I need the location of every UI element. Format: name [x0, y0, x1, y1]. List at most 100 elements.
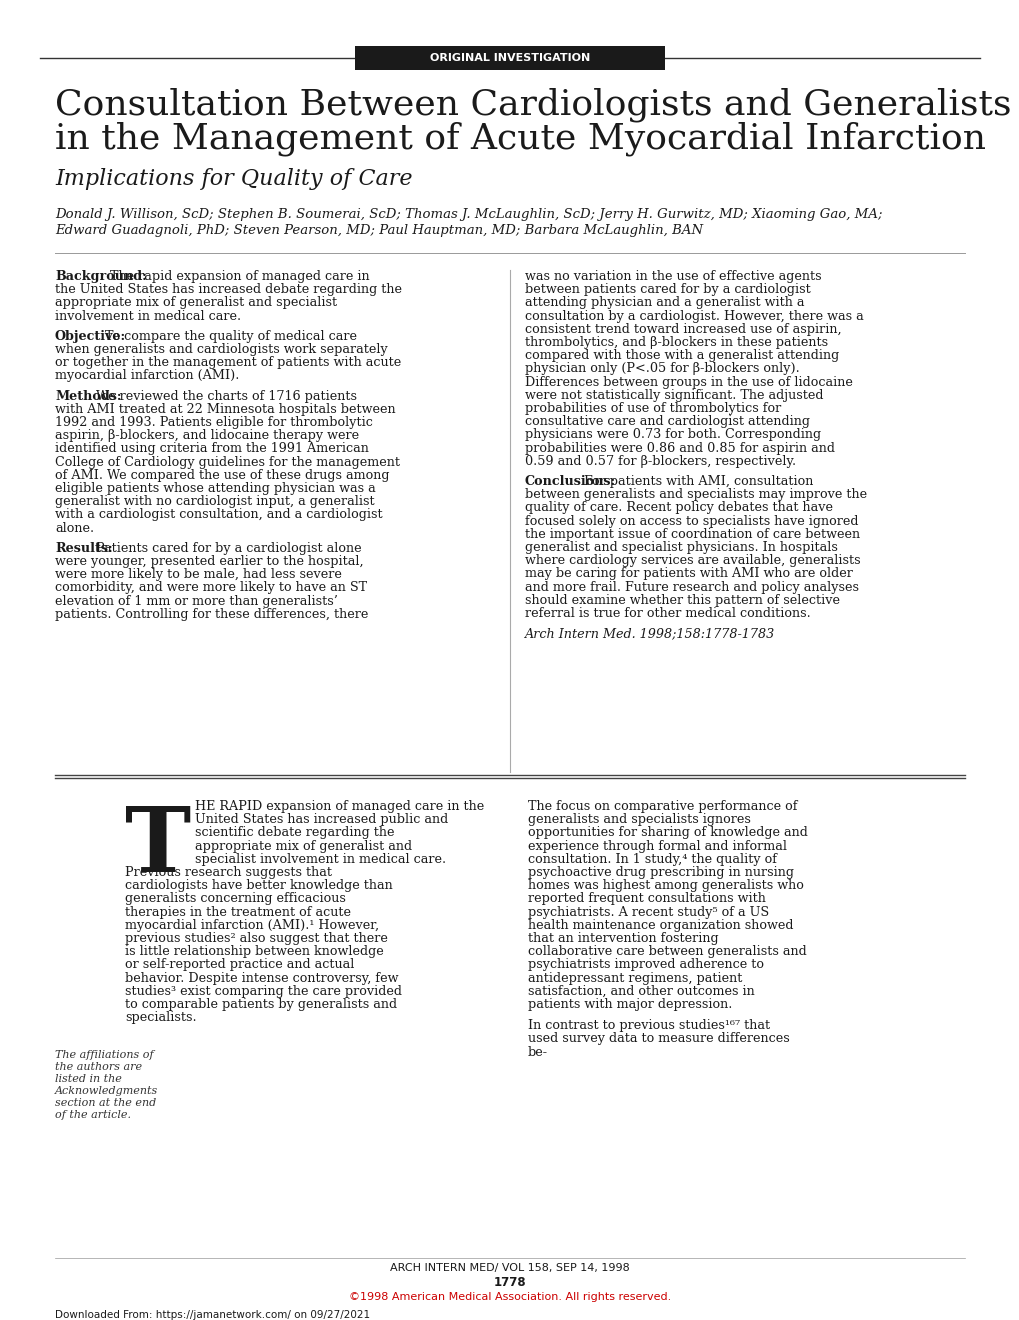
- Text: myocardial infarction (AMI).: myocardial infarction (AMI).: [55, 370, 239, 383]
- Text: generalists and specialists ignores: generalists and specialists ignores: [528, 813, 750, 826]
- Text: appropriate mix of generalist and: appropriate mix of generalist and: [195, 840, 412, 853]
- Text: 0.59 and 0.57 for β-blockers, respectively.: 0.59 and 0.57 for β-blockers, respective…: [525, 455, 796, 467]
- Text: probabilities of use of thrombolytics for: probabilities of use of thrombolytics fo…: [525, 403, 781, 414]
- Text: of AMI. We compared the use of these drugs among: of AMI. We compared the use of these dru…: [55, 469, 389, 482]
- Text: between generalists and specialists may improve the: between generalists and specialists may …: [525, 488, 866, 502]
- Text: collaborative care between generalists and: collaborative care between generalists a…: [528, 945, 806, 958]
- Text: Methods:: Methods:: [55, 389, 121, 403]
- Text: where cardiology services are available, generalists: where cardiology services are available,…: [525, 554, 860, 568]
- Text: were younger, presented earlier to the hospital,: were younger, presented earlier to the h…: [55, 554, 363, 568]
- Text: ©1998 American Medical Association. All rights reserved.: ©1998 American Medical Association. All …: [348, 1292, 671, 1302]
- Text: generalist with no cardiologist input, a generalist: generalist with no cardiologist input, a…: [55, 495, 374, 508]
- Text: Background:: Background:: [55, 271, 147, 282]
- Text: The focus on comparative performance of: The focus on comparative performance of: [528, 800, 797, 813]
- Text: or together in the management of patients with acute: or together in the management of patient…: [55, 356, 400, 370]
- Text: Arch Intern Med. 1998;158:1778-1783: Arch Intern Med. 1998;158:1778-1783: [525, 627, 774, 640]
- Text: specialist involvement in medical care.: specialist involvement in medical care.: [195, 853, 445, 866]
- Text: 1992 and 1993. Patients eligible for thrombolytic: 1992 and 1993. Patients eligible for thr…: [55, 416, 373, 429]
- Text: Edward Guadagnoli, PhD; Steven Pearson, MD; Paul Hauptman, MD; Barbara McLaughli: Edward Guadagnoli, PhD; Steven Pearson, …: [55, 224, 702, 238]
- Text: psychoactive drug prescribing in nursing: psychoactive drug prescribing in nursing: [528, 866, 793, 879]
- Text: The affiliations of: The affiliations of: [55, 1049, 154, 1060]
- Text: compared with those with a generalist attending: compared with those with a generalist at…: [525, 350, 839, 362]
- Text: the important issue of coordination of care between: the important issue of coordination of c…: [525, 528, 859, 541]
- Text: quality of care. Recent policy debates that have: quality of care. Recent policy debates t…: [525, 502, 833, 515]
- Text: elevation of 1 mm or more than generalists’: elevation of 1 mm or more than generalis…: [55, 594, 337, 607]
- Text: the authors are: the authors are: [55, 1063, 142, 1072]
- Text: appropriate mix of generalist and specialist: appropriate mix of generalist and specia…: [55, 297, 337, 309]
- Text: 1778: 1778: [493, 1276, 526, 1290]
- Text: cardiologists have better knowledge than: cardiologists have better knowledge than: [125, 879, 392, 892]
- Text: ARCH INTERN MED/ VOL 158, SEP 14, 1998: ARCH INTERN MED/ VOL 158, SEP 14, 1998: [389, 1263, 630, 1272]
- Text: Consultation Between Cardiologists and Generalists: Consultation Between Cardiologists and G…: [55, 88, 1011, 123]
- Text: psychiatrists improved adherence to: psychiatrists improved adherence to: [528, 958, 763, 972]
- Text: behavior. Despite intense controversy, few: behavior. Despite intense controversy, f…: [125, 972, 398, 985]
- Text: or self-reported practice and actual: or self-reported practice and actual: [125, 958, 354, 972]
- Text: myocardial infarction (AMI).¹ However,: myocardial infarction (AMI).¹ However,: [125, 919, 379, 932]
- Text: listed in the: listed in the: [55, 1074, 121, 1084]
- Text: Acknowledgments: Acknowledgments: [55, 1086, 158, 1096]
- Text: is little relationship between knowledge: is little relationship between knowledge: [125, 945, 383, 958]
- Text: Downloaded From: https://jamanetwork.com/ on 09/27/2021: Downloaded From: https://jamanetwork.com…: [55, 1309, 370, 1320]
- Text: patients with major depression.: patients with major depression.: [528, 998, 732, 1011]
- Text: were more likely to be male, had less severe: were more likely to be male, had less se…: [55, 568, 341, 581]
- Text: Previous research suggests that: Previous research suggests that: [125, 866, 331, 879]
- Text: Donald J. Willison, ScD; Stephen B. Soumerai, ScD; Thomas J. McLaughlin, ScD; Je: Donald J. Willison, ScD; Stephen B. Soum…: [55, 209, 881, 220]
- Text: previous studies² also suggest that there: previous studies² also suggest that ther…: [125, 932, 387, 945]
- Text: eligible patients whose attending physician was a: eligible patients whose attending physic…: [55, 482, 375, 495]
- Text: when generalists and cardiologists work separately: when generalists and cardiologists work …: [55, 343, 387, 356]
- Text: consultation by a cardiologist. However, there was a: consultation by a cardiologist. However,…: [525, 310, 863, 322]
- Text: probabilities were 0.86 and 0.85 for aspirin and: probabilities were 0.86 and 0.85 for asp…: [525, 442, 835, 454]
- Text: with AMI treated at 22 Minnesota hospitals between: with AMI treated at 22 Minnesota hospita…: [55, 403, 395, 416]
- Text: We reviewed the charts of 1716 patients: We reviewed the charts of 1716 patients: [92, 389, 357, 403]
- Text: used survey data to measure differences: used survey data to measure differences: [528, 1032, 789, 1045]
- Text: Objective:: Objective:: [55, 330, 126, 343]
- Text: United States has increased public and: United States has increased public and: [195, 813, 447, 826]
- Text: scientific debate regarding the: scientific debate regarding the: [195, 826, 394, 840]
- Text: therapies in the treatment of acute: therapies in the treatment of acute: [125, 906, 351, 919]
- Text: generalists concerning efficacious: generalists concerning efficacious: [125, 892, 345, 906]
- Text: consultative care and cardiologist attending: consultative care and cardiologist atten…: [525, 416, 809, 428]
- Text: physician only (P<.05 for β-blockers only).: physician only (P<.05 for β-blockers onl…: [525, 363, 799, 375]
- Text: attending physician and a generalist with a: attending physician and a generalist wit…: [525, 297, 804, 309]
- Text: antidepressant regimens, patient: antidepressant regimens, patient: [528, 972, 742, 985]
- Text: and more frail. Future research and policy analyses: and more frail. Future research and poli…: [525, 581, 858, 594]
- Text: consultation. In 1 study,⁴ the quality of: consultation. In 1 study,⁴ the quality o…: [528, 853, 776, 866]
- Text: T: T: [125, 804, 191, 891]
- Text: health maintenance organization showed: health maintenance organization showed: [528, 919, 793, 932]
- Text: Results:: Results:: [55, 541, 112, 554]
- Text: College of Cardiology guidelines for the management: College of Cardiology guidelines for the…: [55, 455, 399, 469]
- Text: consistent trend toward increased use of aspirin,: consistent trend toward increased use of…: [525, 323, 841, 335]
- Text: The rapid expansion of managed care in: The rapid expansion of managed care in: [106, 271, 369, 282]
- Text: HE RAPID expansion of managed care in the: HE RAPID expansion of managed care in th…: [195, 800, 484, 813]
- Text: generalist and specialist physicians. In hospitals: generalist and specialist physicians. In…: [525, 541, 837, 554]
- Text: was no variation in the use of effective agents: was no variation in the use of effective…: [525, 271, 821, 282]
- Text: identified using criteria from the 1991 American: identified using criteria from the 1991 …: [55, 442, 369, 455]
- Text: be-: be-: [528, 1045, 547, 1059]
- Text: experience through formal and informal: experience through formal and informal: [528, 840, 787, 853]
- Text: Conclusions:: Conclusions:: [525, 475, 615, 488]
- Text: aspirin, β-blockers, and lidocaine therapy were: aspirin, β-blockers, and lidocaine thera…: [55, 429, 359, 442]
- Text: Implications for Quality of Care: Implications for Quality of Care: [55, 168, 412, 190]
- Text: alone.: alone.: [55, 521, 94, 535]
- Text: were not statistically significant. The adjusted: were not statistically significant. The …: [525, 389, 822, 401]
- Text: psychiatrists. A recent study⁵ of a US: psychiatrists. A recent study⁵ of a US: [528, 906, 768, 919]
- Text: may be caring for patients with AMI who are older: may be caring for patients with AMI who …: [525, 568, 852, 581]
- Text: reported frequent consultations with: reported frequent consultations with: [528, 892, 765, 906]
- Text: thrombolytics, and β-blockers in these patients: thrombolytics, and β-blockers in these p…: [525, 337, 827, 348]
- Text: with a cardiologist consultation, and a cardiologist: with a cardiologist consultation, and a …: [55, 508, 382, 521]
- Text: In contrast to previous studies¹⁶⁷ that: In contrast to previous studies¹⁶⁷ that: [528, 1019, 769, 1032]
- Text: opportunities for sharing of knowledge and: opportunities for sharing of knowledge a…: [528, 826, 807, 840]
- Text: involvement in medical care.: involvement in medical care.: [55, 310, 240, 322]
- Text: studies³ exist comparing the care provided: studies³ exist comparing the care provid…: [125, 985, 401, 998]
- Text: homes was highest among generalists who: homes was highest among generalists who: [528, 879, 803, 892]
- Text: of the article.: of the article.: [55, 1110, 130, 1119]
- Text: in the Management of Acute Myocardial Infarction: in the Management of Acute Myocardial In…: [55, 121, 985, 156]
- Text: ORIGINAL INVESTIGATION: ORIGINAL INVESTIGATION: [429, 53, 590, 63]
- Text: physicians were 0.73 for both. Corresponding: physicians were 0.73 for both. Correspon…: [525, 429, 820, 441]
- Text: satisfaction, and other outcomes in: satisfaction, and other outcomes in: [528, 985, 754, 998]
- Text: section at the end: section at the end: [55, 1098, 156, 1107]
- Text: To compare the quality of medical care: To compare the quality of medical care: [101, 330, 357, 343]
- Text: focused solely on access to specialists have ignored: focused solely on access to specialists …: [525, 515, 858, 528]
- Text: referral is true for other medical conditions.: referral is true for other medical condi…: [525, 607, 810, 620]
- Text: specialists.: specialists.: [125, 1011, 197, 1024]
